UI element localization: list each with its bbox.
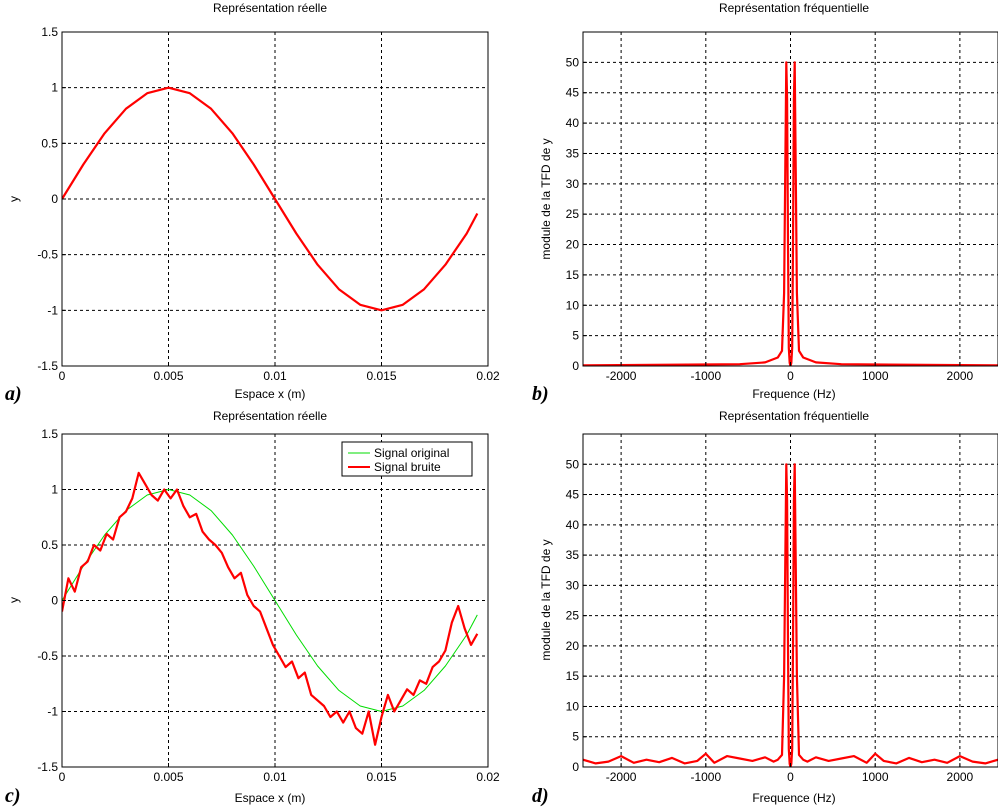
panel-d-ytick-label: 35 xyxy=(566,548,580,562)
panel-b-letter: b) xyxy=(532,383,549,405)
panel-a-series-line xyxy=(62,86,479,312)
legend-box xyxy=(341,441,473,477)
panel-c: Représentation réelle c) Espace x (m) y … xyxy=(5,409,500,807)
panel-b-ytick-label: 20 xyxy=(566,238,580,252)
panel-b-ytick-label: 45 xyxy=(566,86,580,100)
panel-d-ylabel: module de la TFD de y xyxy=(539,539,553,660)
panel-b-ytick-label: 0 xyxy=(572,359,579,373)
panel-c-xtick-label: 0.02 xyxy=(476,770,500,784)
panel-d-series-line xyxy=(583,463,998,767)
panel-a-ytick-label: 0 xyxy=(51,192,58,206)
panel-c-ytick-label: 0 xyxy=(51,594,58,608)
panel-d-ytick-label: 5 xyxy=(572,730,579,744)
panel-a-ytick-label: 1.5 xyxy=(41,25,58,39)
panel-d-ytick-label: 40 xyxy=(566,518,580,532)
panel-c-xlabel: Espace x (m) xyxy=(235,791,306,805)
panel-d-ytick-label: 50 xyxy=(566,457,580,471)
panel-d-ytick-label: 10 xyxy=(566,699,580,713)
panel-a-xlabel: Espace x (m) xyxy=(235,387,306,401)
panel-c-letter: c) xyxy=(5,785,21,807)
panel-a-xtick-label: 0.02 xyxy=(476,369,500,383)
panel-b: Représentation fréquentielle b) Frequenc… xyxy=(532,1,998,405)
panel-b-series-line xyxy=(583,61,998,366)
panel-c-ytick-label: 1 xyxy=(51,483,58,497)
panel-d-xtick-label: 0 xyxy=(787,770,794,784)
panel-c-xtick-label: 0.015 xyxy=(366,770,396,784)
panel-c-ytick-label: -1 xyxy=(47,705,58,719)
panel-c-xtick-label: 0.005 xyxy=(153,770,183,784)
panel-b-ytick-label: 40 xyxy=(566,116,580,130)
panel-c-ytick-label: -1.5 xyxy=(37,760,58,774)
panel-b-ytick-label: 10 xyxy=(566,298,580,312)
legend-label: Signal original xyxy=(374,446,449,460)
panel-b-xtick-label: -1000 xyxy=(690,369,721,383)
panel-d-ytick-label: 15 xyxy=(566,669,580,683)
panel-b-ylabel: module de la TFD de y xyxy=(539,138,553,259)
panel-a-letter: a) xyxy=(5,383,22,405)
panel-a-xtick-label: 0.005 xyxy=(153,369,183,383)
panel-a-xtick-label: 0 xyxy=(59,369,66,383)
panel-d-ytick-label: 20 xyxy=(566,639,580,653)
panel-b-ytick-label: 5 xyxy=(572,329,579,343)
panel-d-xtick-label: 1000 xyxy=(862,770,889,784)
panel-c-title: Représentation réelle xyxy=(213,409,327,423)
panel-b-ytick-label: 15 xyxy=(566,268,580,282)
panel-d-xlabel: Frequence (Hz) xyxy=(752,791,835,805)
panel-b-xtick-label: 2000 xyxy=(947,369,974,383)
panel-d-ytick-label: 30 xyxy=(566,578,580,592)
panel-a: Représentation réelle a) Espace x (m) y … xyxy=(5,1,500,405)
panel-d-letter: d) xyxy=(532,785,549,807)
panel-a-ylabel: y xyxy=(7,196,21,202)
panel-a-ytick-label: -0.5 xyxy=(37,248,58,262)
panel-c-series-line xyxy=(62,471,479,746)
panel-d-ytick-label: 45 xyxy=(566,488,580,502)
panel-b-ytick-label: 30 xyxy=(566,177,580,191)
panel-c-ylabel: y xyxy=(7,597,21,603)
panel-d-title: Représentation fréquentielle xyxy=(719,409,869,423)
panel-c-series-line xyxy=(62,489,478,712)
panel-b-xtick-label: 0 xyxy=(787,369,794,383)
panel-d-xtick-label: 2000 xyxy=(947,770,974,784)
panel-b-xlabel: Frequence (Hz) xyxy=(752,387,835,401)
panel-d-xtick-label: -2000 xyxy=(606,770,637,784)
panel-c-xtick-label: 0.01 xyxy=(263,770,287,784)
panel-b-ytick-label: 50 xyxy=(566,55,580,69)
panel-b-ytick-label: 35 xyxy=(566,146,580,160)
legend-label: Signal bruite xyxy=(374,460,441,474)
panel-b-ytick-label: 25 xyxy=(566,207,580,221)
panel-a-ytick-label: -1 xyxy=(47,303,58,317)
panel-d-ytick-label: 0 xyxy=(572,760,579,774)
panel-b-title: Représentation fréquentielle xyxy=(719,1,869,15)
panel-a-title: Représentation réelle xyxy=(213,1,327,15)
panel-b-xtick-label: -2000 xyxy=(606,369,637,383)
panel-a-xtick-label: 0.01 xyxy=(263,369,287,383)
panel-c-xtick-label: 0 xyxy=(59,770,66,784)
panel-a-ytick-label: 0.5 xyxy=(41,136,58,150)
panel-b-xtick-label: 1000 xyxy=(862,369,889,383)
panel-c-ytick-label: -0.5 xyxy=(37,649,58,663)
panel-a-ytick-label: -1.5 xyxy=(37,359,58,373)
panel-c-ytick-label: 0.5 xyxy=(41,538,58,552)
panel-d-ytick-label: 25 xyxy=(566,609,580,623)
panel-a-ytick-label: 1 xyxy=(51,81,58,95)
panel-a-xtick-label: 0.015 xyxy=(366,369,396,383)
panel-c-ytick-label: 1.5 xyxy=(41,427,58,441)
panel-d: Représentation fréquentielle d) Frequenc… xyxy=(532,409,998,807)
panel-d-xtick-label: -1000 xyxy=(690,770,721,784)
